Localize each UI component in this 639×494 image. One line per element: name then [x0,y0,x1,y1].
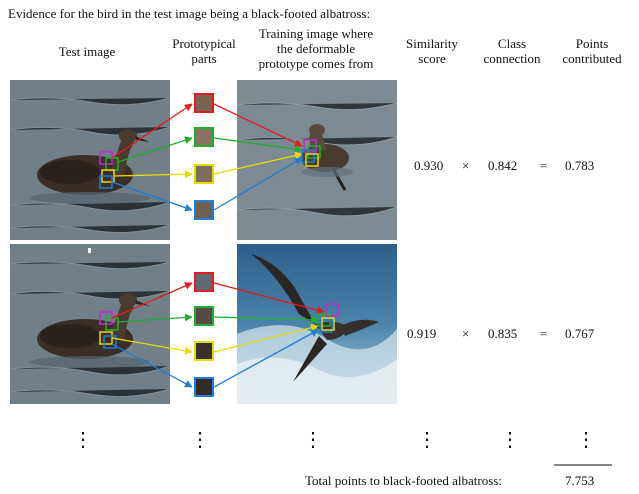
header-points-line2: contributed [562,51,622,66]
header-similarity-score: Similarity score [406,36,458,66]
similarity-score-row2: 0.919 [407,326,437,341]
header-class-line1: Class [497,36,527,51]
prototype-patch-blue-row2 [194,377,214,397]
prototype-patch-yellow-row1 [194,164,214,184]
prototype-patch-red-row1 [194,93,214,113]
header-training-line1: Training image where [258,26,374,41]
arrow-test-to-yellow-row1 [113,170,193,179]
prototype-patch-green-row1 [194,127,214,147]
ellipsis-connection: ⋮ [500,429,520,451]
training-image-row1 [237,80,397,240]
arrow-green-to-training-row1 [213,137,303,153]
arrow-test-to-red-row1 [111,103,193,159]
ellipsis-test-image: ⋮ [73,429,93,451]
test-locations-row2 [99,311,119,349]
ellipsis-training-image: ⋮ [303,429,323,451]
total-value: 7.753 [565,473,595,488]
arrow-blue-to-training-row1 [213,157,303,211]
arrow-green-to-training-row2 [213,315,319,324]
header-training-line3: prototype comes from [258,56,374,71]
training-locations-row2 [317,303,339,333]
header-prototypical-line1: Prototypical [172,36,236,51]
training-locations-row1 [301,139,321,167]
arrow-test-to-green-row1 [117,136,193,163]
prototype-patch-yellow-row2 [194,341,214,361]
times-sign-row1: × [462,158,470,173]
header-training-image: Training image where the deformable prot… [259,26,374,71]
times-sign-row2: × [462,326,470,341]
header-class-line2: connection [483,51,541,66]
points-row2: 0.767 [565,326,595,341]
prototype-patch-red-row2 [194,272,214,292]
arrow-test-to-yellow-row2 [111,337,193,355]
header-training-line2: the deformable [276,41,356,56]
header-points-line1: Points [575,36,609,51]
arrow-red-to-training-row2 [213,282,325,314]
test-image-row2 [10,244,170,404]
figure-caption: Evidence for the bird in the test image … [8,6,371,21]
header-class-connection: Class connection [483,36,540,66]
prototype-patch-blue-row1 [194,200,214,220]
equals-sign-row2: = [540,326,548,341]
similarity-score-row1: 0.930 [414,158,444,173]
points-row1: 0.783 [565,158,595,173]
ellipsis-points: ⋮ [576,429,596,451]
arrow-test-to-blue-row1 [111,181,193,212]
header-prototypical-parts: Prototypical parts [172,36,236,66]
class-connection-row2: 0.835 [488,326,518,341]
arrow-yellow-to-training-row2 [213,323,319,353]
prototype-patch-green-row2 [194,306,214,326]
total-label: Total points to black-footed albatross: [305,473,502,488]
header-prototypical-line2: parts [191,51,217,66]
arrow-yellow-to-training-row1 [213,151,303,175]
arrow-test-to-green-row2 [117,313,193,323]
class-connection-row1: 0.842 [488,158,518,173]
arrow-test-to-blue-row2 [111,343,193,388]
ellipsis-similarity: ⋮ [417,429,437,451]
arrow-test-to-red-row2 [111,282,193,319]
test-image-row1 [10,80,170,240]
header-similarity-line1: Similarity [406,36,458,51]
header-points-contributed: Points contributed [562,36,621,66]
arrow-red-to-training-row1 [213,103,303,147]
header-similarity-line2: score [418,51,446,66]
ellipsis-prototypes: ⋮ [190,429,210,451]
header-test-image: Test image [58,44,116,59]
equals-sign-row1: = [540,158,548,173]
arrow-blue-to-training-row2 [213,329,319,388]
